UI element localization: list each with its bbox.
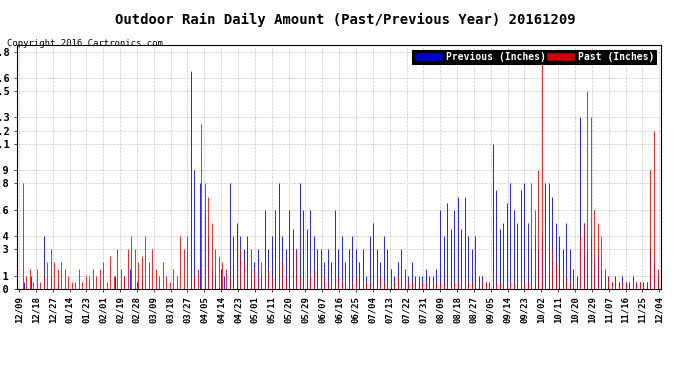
Text: Copyright 2016 Cartronics.com: Copyright 2016 Cartronics.com [7,39,163,48]
Legend: Previous (Inches), Past (Inches): Previous (Inches), Past (Inches) [412,50,656,64]
Text: Outdoor Rain Daily Amount (Past/Previous Year) 20161209: Outdoor Rain Daily Amount (Past/Previous… [115,13,575,27]
